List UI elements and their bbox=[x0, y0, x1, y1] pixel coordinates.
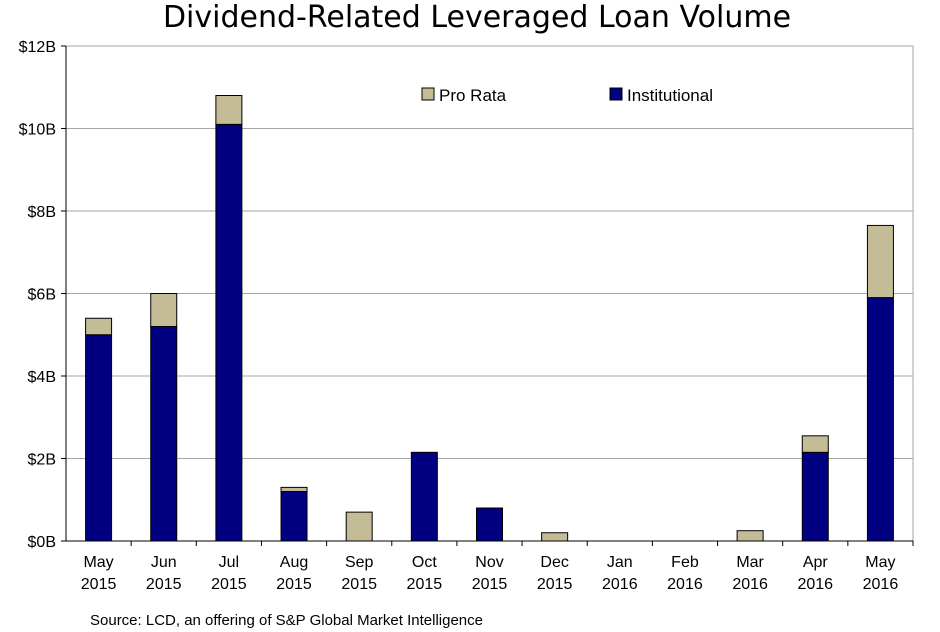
bar-institutional bbox=[280, 491, 308, 542]
bar-institutional bbox=[866, 297, 894, 542]
x-tick-label: May 2015 bbox=[81, 554, 117, 593]
bar-pro-rata bbox=[866, 224, 894, 299]
legend-label: Pro Rata bbox=[439, 86, 507, 105]
chart-title: Dividend-Related Leveraged Loan Volume bbox=[163, 0, 791, 35]
bar-pro-rata bbox=[345, 511, 373, 542]
y-tick-label: $10B bbox=[19, 122, 56, 139]
y-tick-label: $0B bbox=[28, 534, 56, 551]
x-tick-label: Sep 2015 bbox=[341, 554, 377, 593]
x-tick-label: Jan 2016 bbox=[602, 554, 638, 593]
x-tick-label: Jul 2015 bbox=[211, 554, 247, 593]
bar-pro-rata bbox=[150, 293, 178, 327]
gridlines bbox=[66, 45, 914, 541]
bar-pro-rata bbox=[541, 532, 569, 542]
bar-pro-rata bbox=[215, 95, 243, 125]
x-tick-label: Feb 2016 bbox=[667, 554, 703, 593]
source-note: Source: LCD, an offering of S&P Global M… bbox=[90, 612, 483, 629]
bar-pro-rata bbox=[280, 486, 308, 492]
x-tick-label: Apr 2016 bbox=[797, 554, 833, 593]
bar-institutional bbox=[410, 451, 438, 542]
bar-institutional bbox=[476, 507, 503, 542]
bars bbox=[85, 95, 894, 542]
x-tick-label: Jun 2015 bbox=[146, 554, 182, 593]
bar-institutional bbox=[215, 123, 243, 542]
x-tick-label: May 2016 bbox=[863, 554, 899, 593]
bar-pro-rata bbox=[801, 435, 829, 453]
y-tick-label: $2B bbox=[28, 452, 56, 469]
axes: $0B $2B $4B $6B $8B $10B $12B May 2015 Jun 2015 Jul… bbox=[19, 39, 914, 593]
bar-pro-rata bbox=[736, 530, 764, 542]
x-tick-label: Oct 2015 bbox=[407, 554, 443, 593]
y-tick-label: $8B bbox=[28, 204, 56, 221]
x-tick-label: Nov 2015 bbox=[472, 554, 508, 593]
x-tick-label: Dec 2015 bbox=[537, 554, 573, 593]
x-tick-label: Mar 2016 bbox=[732, 554, 768, 593]
legend-label: Institutional bbox=[627, 86, 713, 105]
legend-swatch bbox=[609, 87, 623, 101]
legend: Pro Rata Institutional bbox=[421, 86, 713, 105]
bar-pro-rata bbox=[85, 317, 113, 336]
legend-swatch bbox=[421, 87, 435, 101]
y-tick-label: $12B bbox=[19, 39, 56, 56]
bar-institutional bbox=[85, 334, 113, 542]
x-tick-label: Aug 2015 bbox=[276, 554, 312, 593]
bar-institutional bbox=[801, 451, 829, 542]
bar-institutional bbox=[150, 326, 178, 542]
y-tick-label: $6B bbox=[28, 287, 56, 304]
y-tick-label: $4B bbox=[28, 369, 56, 386]
